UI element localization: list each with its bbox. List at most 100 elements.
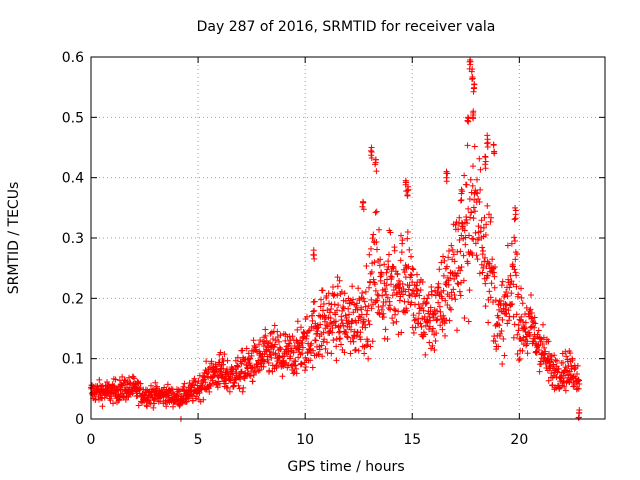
data-point	[372, 156, 379, 163]
data-point	[473, 189, 480, 196]
data-point	[466, 287, 473, 294]
data-point	[499, 278, 506, 285]
data-point	[399, 280, 406, 287]
data-point	[447, 275, 454, 282]
data-point	[405, 286, 412, 293]
data-point	[341, 349, 348, 356]
data-point	[410, 266, 417, 273]
data-point	[368, 269, 375, 276]
data-point	[289, 333, 296, 340]
data-point	[402, 288, 409, 295]
data-point	[303, 333, 310, 340]
data-point	[403, 305, 410, 312]
data-point	[440, 253, 447, 260]
data-point	[464, 220, 471, 227]
data-point	[501, 352, 508, 359]
data-point	[382, 326, 389, 333]
data-point	[383, 269, 390, 276]
data-point	[496, 322, 503, 329]
data-point	[380, 314, 387, 321]
data-point	[468, 68, 475, 75]
data-point	[256, 366, 263, 373]
data-point	[315, 351, 322, 358]
data-point	[344, 334, 351, 341]
data-point	[451, 258, 458, 265]
data-point	[124, 393, 131, 400]
data-point	[302, 367, 309, 374]
data-point	[492, 338, 499, 345]
data-point	[550, 361, 557, 368]
data-point	[512, 207, 519, 214]
data-point	[498, 328, 505, 335]
data-point	[482, 154, 489, 161]
data-point	[99, 403, 106, 410]
data-point	[322, 318, 329, 325]
data-point	[130, 373, 137, 380]
data-point	[336, 277, 343, 284]
data-point	[409, 265, 416, 272]
data-point	[562, 387, 569, 394]
data-point	[536, 368, 543, 375]
x-tick-label: 0	[87, 432, 96, 448]
data-point	[563, 353, 570, 360]
data-point	[309, 364, 316, 371]
data-point	[486, 211, 493, 218]
data-point	[366, 284, 373, 291]
data-point	[511, 321, 518, 328]
data-point	[377, 277, 384, 284]
data-point	[460, 277, 467, 284]
data-point	[331, 291, 338, 298]
data-point	[404, 235, 411, 242]
data-point	[309, 312, 316, 319]
data-point	[428, 291, 435, 298]
data-point	[279, 373, 286, 380]
data-point	[552, 357, 559, 364]
data-point	[373, 168, 380, 175]
data-point	[560, 359, 567, 366]
data-point	[452, 296, 459, 303]
data-point	[240, 384, 247, 391]
data-point	[389, 315, 396, 322]
data-point	[491, 284, 498, 291]
data-point	[423, 300, 430, 307]
data-point	[332, 318, 339, 325]
data-point	[432, 338, 439, 345]
data-point	[464, 260, 471, 267]
data-point	[110, 400, 117, 407]
data-point	[372, 287, 379, 294]
data-point	[461, 315, 468, 322]
data-point	[116, 396, 123, 403]
data-point	[349, 318, 356, 325]
data-point	[461, 172, 468, 179]
data-point	[477, 186, 484, 193]
data-point	[354, 300, 361, 307]
data-point	[292, 358, 299, 365]
data-point	[424, 316, 431, 323]
data-point	[511, 266, 518, 273]
data-point	[362, 324, 369, 331]
data-point	[122, 396, 129, 403]
y-tick-label: 0.6	[62, 50, 84, 66]
data-point	[425, 292, 432, 299]
data-point	[441, 257, 448, 264]
data-point	[146, 399, 153, 406]
data-point	[376, 226, 383, 233]
data-point	[456, 236, 463, 243]
data-point	[293, 370, 300, 377]
data-point	[318, 296, 325, 303]
data-point	[338, 288, 345, 295]
data-point	[574, 385, 581, 392]
data-point	[320, 329, 327, 336]
data-point	[395, 285, 402, 292]
data-point	[331, 301, 338, 308]
data-point	[518, 294, 525, 301]
data-point	[532, 320, 539, 327]
data-point	[263, 347, 270, 354]
data-point	[489, 256, 496, 263]
data-point	[256, 341, 263, 348]
data-point	[316, 312, 323, 319]
data-point	[367, 147, 374, 154]
data-point	[470, 236, 477, 243]
data-point	[366, 251, 373, 258]
data-point	[292, 345, 299, 352]
